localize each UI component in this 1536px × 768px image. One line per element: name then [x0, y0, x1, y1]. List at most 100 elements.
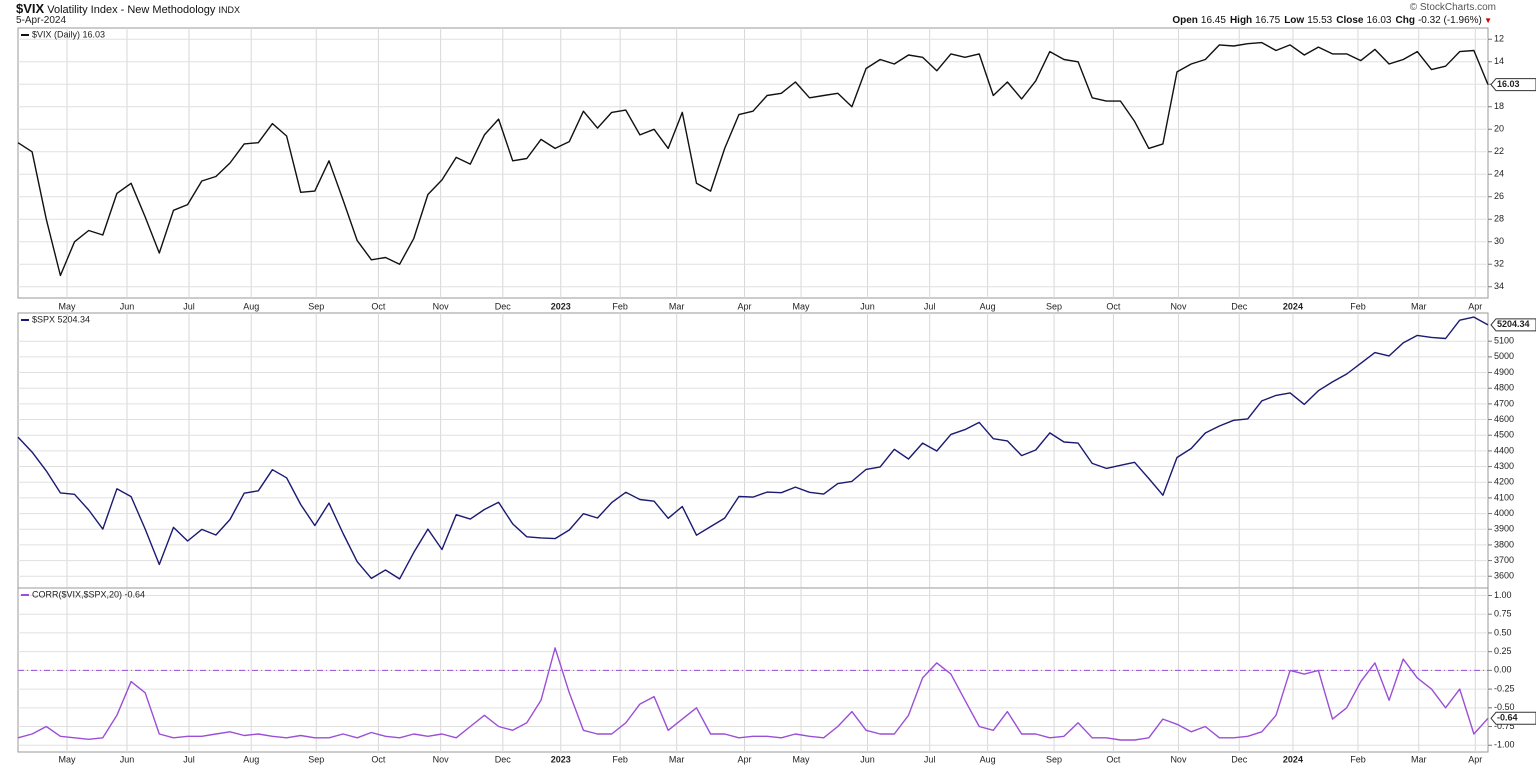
y-tick-label: 0.50 — [1494, 627, 1512, 637]
x-tick-label: Aug — [980, 301, 996, 311]
x-tick-label: May — [59, 754, 77, 764]
legend-label: CORR($VIX,$SPX,20) -0.64 — [32, 589, 145, 599]
x-tick-label: Oct — [1106, 754, 1121, 764]
x-tick-label: Feb — [1350, 301, 1366, 311]
x-tick-label: Aug — [980, 754, 996, 764]
quote-value: -0.32 (-1.96%) — [1417, 15, 1482, 26]
quote-value: 15.53 — [1307, 15, 1333, 26]
x-tick-label: Jul — [924, 754, 936, 764]
exchange: INDX — [218, 5, 240, 15]
y-tick-label: 32 — [1494, 259, 1504, 269]
y-tick-label: 4100 — [1494, 492, 1514, 502]
y-tick-label: 4700 — [1494, 398, 1514, 408]
x-tick-label: Jun — [120, 301, 135, 311]
x-tick-label: Sep — [1046, 754, 1062, 764]
x-tick-label: Nov — [1170, 754, 1187, 764]
y-tick-label: -0.75 — [1494, 721, 1515, 731]
x-tick-label: Sep — [308, 301, 324, 311]
last-value-tag — [1490, 78, 1536, 92]
x-tick-label: Apr — [1468, 754, 1482, 764]
x-tick-label: Feb — [612, 301, 628, 311]
y-tick-label: 18 — [1494, 101, 1504, 111]
date: 5-Apr-2024 — [16, 15, 67, 26]
x-tick-label: Mar — [669, 754, 685, 764]
x-tick-label: Jul — [183, 754, 195, 764]
x-tick-label: Oct — [371, 301, 386, 311]
last-value-tag — [1490, 711, 1536, 725]
y-tick-label: 3600 — [1494, 571, 1514, 581]
y-tick-label: 4400 — [1494, 445, 1514, 455]
x-tick-label: Sep — [1046, 301, 1062, 311]
x-tick-label: Jun — [120, 754, 135, 764]
y-tick-label: -0.25 — [1494, 683, 1515, 693]
last-value-label: 5204.34 — [1497, 319, 1530, 329]
x-tick-label: Jul — [183, 301, 195, 311]
quote-label: High — [1229, 15, 1253, 26]
x-tick-label: Oct — [371, 754, 386, 764]
x-tick-label: Apr — [738, 754, 752, 764]
y-tick-label: 0.25 — [1494, 646, 1512, 656]
panel-frame — [17, 27, 1489, 299]
y-tick-label: 34 — [1494, 281, 1504, 291]
quote: Open 16.45 High 16.75 Low 15.53 Close 16.03 Chg -… — [1168, 15, 1492, 26]
y-tick-label: -0.50 — [1494, 702, 1515, 712]
y-tick-label: 14 — [1494, 56, 1504, 66]
x-tick-label: 2023 — [551, 301, 571, 311]
quote-value: 16.03 — [1366, 15, 1392, 26]
x-tick-label: Nov — [433, 301, 450, 311]
y-tick-label: 0.00 — [1494, 665, 1512, 675]
y-tick-label: 22 — [1494, 146, 1504, 156]
down-arrow: ▼ — [1481, 16, 1492, 25]
legend-label: $VIX (Daily) 16.03 — [32, 29, 105, 39]
last-value-tag — [1490, 318, 1536, 332]
quote-label: Low — [1284, 15, 1305, 26]
quote-label: Open — [1172, 15, 1198, 26]
y-tick-label: 4800 — [1494, 383, 1514, 393]
quote-label: Close — [1336, 15, 1364, 26]
y-tick-label: 4300 — [1494, 461, 1514, 471]
y-tick-label: 3800 — [1494, 539, 1514, 549]
x-tick-label: Feb — [612, 754, 628, 764]
quote-value: 16.75 — [1255, 15, 1281, 26]
x-tick-label: Mar — [1411, 754, 1427, 764]
y-tick-label: 4900 — [1494, 367, 1514, 377]
y-tick-label: 24 — [1494, 169, 1504, 179]
x-tick-label: May — [59, 301, 77, 311]
x-tick-label: Sep — [308, 754, 324, 764]
x-tick-label: Apr — [738, 301, 752, 311]
x-tick-label: Jul — [924, 301, 936, 311]
x-tick-label: May — [793, 301, 811, 311]
y-tick-label: 5100 — [1494, 336, 1514, 346]
y-tick-label: 4600 — [1494, 414, 1514, 424]
series-line — [17, 316, 1489, 580]
x-tick-label: Dec — [1231, 754, 1248, 764]
legend-label: $SPX 5204.34 — [32, 314, 90, 324]
y-tick-label: 0.75 — [1494, 609, 1512, 619]
y-tick-label: 4000 — [1494, 508, 1514, 518]
quote-label: Chg — [1395, 15, 1415, 26]
y-tick-label: 26 — [1494, 191, 1504, 201]
header: $VIX Volatility Index - New Methodology … — [0, 0, 1536, 28]
title: $VIX Volatility Index - New Methodology … — [16, 1, 240, 16]
y-tick-label: 5000 — [1494, 351, 1514, 361]
symbol: $VIX — [16, 1, 45, 16]
x-tick-label: Nov — [1170, 301, 1187, 311]
x-tick-label: Jun — [860, 754, 875, 764]
last-value-label: 16.03 — [1497, 79, 1520, 89]
x-tick-label: 2023 — [551, 754, 571, 764]
x-tick-label: Aug — [243, 301, 259, 311]
x-tick-label: Aug — [243, 754, 259, 764]
y-tick-label: 30 — [1494, 236, 1504, 246]
x-tick-label: May — [793, 754, 811, 764]
y-tick-label: 3900 — [1494, 524, 1514, 534]
series-line — [17, 41, 1489, 277]
x-tick-label: 2024 — [1283, 754, 1303, 764]
x-tick-label: Feb — [1350, 754, 1366, 764]
x-tick-label: Jun — [860, 301, 875, 311]
quote-value: 16.45 — [1200, 15, 1226, 26]
y-tick-label: 28 — [1494, 214, 1504, 224]
x-tick-label: Nov — [433, 754, 450, 764]
x-tick-label: Dec — [495, 301, 512, 311]
